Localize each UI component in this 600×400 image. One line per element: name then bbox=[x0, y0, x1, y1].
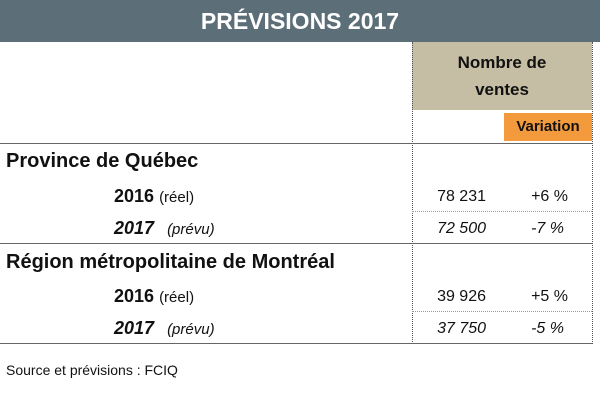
row-label-qc-2016: 2016 (réel) bbox=[114, 186, 194, 207]
variation-value-mtl-2017: -5 % bbox=[531, 320, 564, 337]
year: 2017 bbox=[114, 318, 155, 338]
sales-value-mtl-2016: 39 926 bbox=[437, 288, 486, 305]
year-note: (réel) bbox=[159, 289, 195, 306]
sales-column-header: Nombre de ventes bbox=[412, 42, 592, 110]
variation-column-header: Variation bbox=[504, 113, 592, 141]
year-note: (réel) bbox=[159, 189, 195, 206]
section-divider-bottom bbox=[0, 343, 592, 344]
row-divider-mtl-2016 bbox=[412, 311, 592, 312]
year-note: (prévu) bbox=[167, 321, 215, 338]
row-divider-qc-2016 bbox=[412, 211, 592, 212]
section-title-quebec: Province de Québec bbox=[6, 150, 199, 172]
column-divider-left bbox=[412, 42, 413, 344]
variation-value-qc-2017: -7 % bbox=[531, 220, 564, 237]
variation-value-mtl-2016: +5 % bbox=[531, 288, 568, 305]
row-label-mtl-2017: 2017 (prévu) bbox=[114, 318, 215, 339]
year-note: (prévu) bbox=[167, 221, 215, 238]
section-title-montreal: Région métropolitaine de Montréal bbox=[6, 251, 335, 273]
sales-value-qc-2016: 78 231 bbox=[437, 188, 486, 205]
section-divider-top bbox=[0, 143, 592, 144]
year: 2017 bbox=[114, 218, 155, 238]
section-divider-middle bbox=[0, 243, 592, 244]
sales-value-mtl-2017: 37 750 bbox=[437, 320, 486, 337]
column-divider-right bbox=[592, 42, 593, 344]
sales-value-qc-2017: 72 500 bbox=[437, 220, 486, 237]
variation-value-qc-2016: +6 % bbox=[531, 188, 568, 205]
table-title: PRÉVISIONS 2017 bbox=[0, 0, 600, 42]
row-label-mtl-2016: 2016 (réel) bbox=[114, 286, 194, 307]
row-label-qc-2017: 2017 (prévu) bbox=[114, 218, 215, 239]
sales-header-line2: ventes bbox=[475, 80, 529, 99]
sales-header-line1: Nombre de bbox=[457, 53, 547, 72]
source-note: Source et prévisions : FCIQ bbox=[6, 362, 178, 378]
year: 2016 bbox=[114, 186, 155, 206]
year: 2016 bbox=[114, 286, 155, 306]
